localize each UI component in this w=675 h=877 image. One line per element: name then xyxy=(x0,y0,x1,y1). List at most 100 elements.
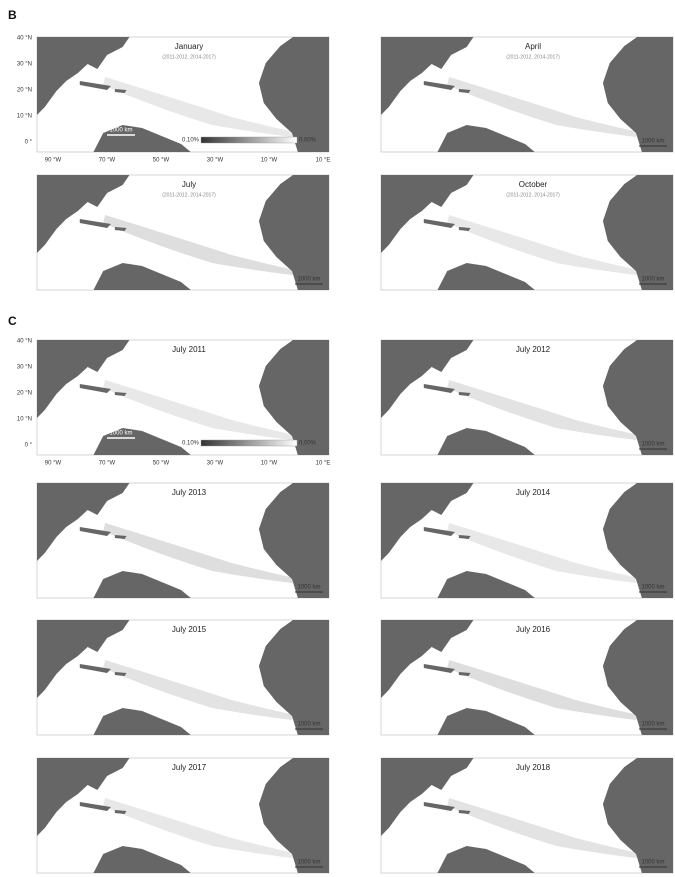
sargassum-density xyxy=(103,215,295,275)
scale-label: 1000 km xyxy=(641,860,664,866)
land xyxy=(602,620,673,735)
land xyxy=(437,708,535,735)
land xyxy=(79,81,111,90)
land xyxy=(458,227,471,231)
longitude-label: 50 °W xyxy=(153,158,170,164)
land xyxy=(37,37,130,115)
map xyxy=(380,339,674,456)
land xyxy=(258,340,329,455)
map xyxy=(380,619,674,736)
land xyxy=(458,672,471,676)
scale-label: 1000 km xyxy=(641,722,664,728)
land xyxy=(258,620,329,735)
land xyxy=(258,758,329,873)
land xyxy=(602,37,673,152)
latitude-label: 0 ° xyxy=(25,140,33,146)
map xyxy=(380,757,674,874)
map-title: July 2014 xyxy=(516,488,551,497)
latitude-label: 0 ° xyxy=(25,443,33,449)
map-title: July 2018 xyxy=(516,763,551,772)
land xyxy=(423,802,455,811)
colorbar xyxy=(200,136,298,144)
scale-label: 1000 km xyxy=(641,442,664,448)
latitude-label: 10 °N xyxy=(17,114,32,120)
sargassum-density xyxy=(103,660,295,720)
land xyxy=(93,125,191,152)
panel-label: C xyxy=(8,314,17,328)
scale-label: 1000 km xyxy=(297,277,320,283)
land xyxy=(423,384,455,393)
map-title: April xyxy=(525,42,541,51)
map xyxy=(380,36,674,153)
land xyxy=(79,664,111,673)
longitude-label: 90 °W xyxy=(45,461,62,467)
map xyxy=(380,482,674,599)
land xyxy=(602,758,673,873)
sargassum-density xyxy=(447,660,639,720)
land xyxy=(381,175,474,253)
longitude-label: 10 °E xyxy=(316,158,331,164)
colorbar-low: 0.00% xyxy=(299,441,317,447)
latitude-label: 20 °N xyxy=(17,88,32,94)
sargassum-density xyxy=(103,380,295,440)
land xyxy=(458,392,471,396)
scale-label: 1000 km xyxy=(297,722,320,728)
sargassum-density xyxy=(447,798,639,858)
map-title: July 2017 xyxy=(172,763,207,772)
scale-label: 1000 km xyxy=(641,585,664,591)
latitude-label: 30 °N xyxy=(17,365,32,371)
latitude-label: 20 °N xyxy=(17,391,32,397)
colorbar-low: 0.00% xyxy=(299,138,317,144)
land xyxy=(37,620,130,698)
land xyxy=(93,708,191,735)
map xyxy=(36,36,330,153)
land xyxy=(602,175,673,290)
land xyxy=(458,89,471,93)
map xyxy=(36,339,330,456)
map xyxy=(36,757,330,874)
land xyxy=(458,810,471,814)
land xyxy=(93,263,191,290)
map xyxy=(36,619,330,736)
land xyxy=(93,846,191,873)
colorbar-high: 0.10% xyxy=(182,138,200,144)
land xyxy=(79,219,111,228)
land xyxy=(37,340,130,418)
land xyxy=(437,846,535,873)
map-title: July 2016 xyxy=(516,625,551,634)
longitude-label: 30 °W xyxy=(207,158,224,164)
scale-label: 1000 km xyxy=(109,128,132,134)
map-subtitle: (2011-2012, 2014-2017) xyxy=(162,54,216,60)
scale-label: 1000 km xyxy=(109,431,132,437)
map xyxy=(36,482,330,599)
map-title: January xyxy=(175,42,203,51)
land xyxy=(423,527,455,536)
scale-label: 1000 km xyxy=(297,585,320,591)
land xyxy=(602,483,673,598)
latitude-label: 40 °N xyxy=(17,36,32,42)
longitude-label: 10 °E xyxy=(316,461,331,467)
map-title: July xyxy=(182,180,196,189)
sargassum-density xyxy=(447,380,639,440)
map-title: July 2013 xyxy=(172,488,207,497)
land xyxy=(381,620,474,698)
map xyxy=(380,174,674,291)
land xyxy=(114,672,127,676)
latitude-label: 30 °N xyxy=(17,62,32,68)
land xyxy=(602,340,673,455)
map xyxy=(36,174,330,291)
land xyxy=(114,810,127,814)
map-subtitle: (2011-2012, 2014-2017) xyxy=(162,192,216,198)
land xyxy=(381,340,474,418)
map-title: October xyxy=(519,180,548,189)
panel-label: B xyxy=(8,8,17,22)
sargassum-density xyxy=(447,523,639,583)
land xyxy=(114,392,127,396)
map-subtitle: (2011-2012, 2014-2017) xyxy=(506,192,560,198)
land xyxy=(381,37,474,115)
land xyxy=(93,571,191,598)
land xyxy=(79,384,111,393)
map-title: July 2012 xyxy=(516,345,551,354)
scale-label: 1000 km xyxy=(641,277,664,283)
